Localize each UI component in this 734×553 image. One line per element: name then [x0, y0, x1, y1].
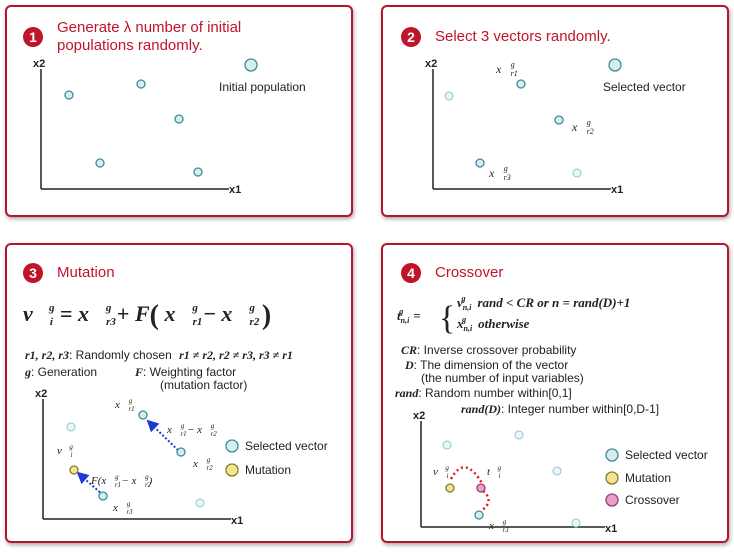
- label-x-r3: x⃗r3g: [488, 518, 509, 534]
- axis-y-label: x2: [35, 388, 47, 400]
- selected-vector-r3: [475, 158, 485, 168]
- axis-x-label: x1: [231, 515, 243, 527]
- population-point: [552, 466, 562, 476]
- legend-mutation: Mutation: [625, 471, 671, 485]
- legend-initial-population-icon: [244, 58, 258, 72]
- panel-3-title: Mutation: [57, 264, 115, 281]
- selected-vector-r2: [176, 447, 186, 457]
- label-x-r1: x⃗r1g: [495, 60, 518, 78]
- population-point: [95, 158, 105, 168]
- axis-y-label: x2: [33, 58, 45, 70]
- step-badge-4: 4: [401, 263, 421, 283]
- legend-selected-vector-icon: [605, 448, 619, 462]
- step-badge-3: 3: [23, 263, 43, 283]
- legend-mutation: Mutation: [245, 463, 291, 477]
- population-point: [195, 498, 205, 508]
- population-point: [136, 79, 146, 89]
- legend-selected-vector: Selected vector: [245, 439, 328, 453]
- mutation-arrow: [76, 471, 104, 496]
- label-v-i: v⃗ig: [57, 443, 73, 459]
- axis-y-label: x2: [425, 58, 437, 70]
- axis-x-label: x1: [611, 184, 623, 196]
- population-point: [444, 91, 454, 101]
- panel-4-content: tn,ig = { vn,ig rand < CR or n = rand(D)+1…: [397, 294, 708, 535]
- legend-selected-vector-icon: [225, 439, 239, 453]
- desc-weighting-factor: F: Weighting factor: [135, 365, 237, 379]
- population-point: [571, 518, 581, 528]
- crossover-arc-lower: [480, 490, 490, 513]
- label-x-r1: x⃗r1g: [114, 397, 135, 413]
- population-point: [66, 422, 76, 432]
- desc-generation: g: Generation: [25, 365, 98, 379]
- legend-selected-vector: Selected vector: [625, 448, 708, 462]
- label-x-r2: x⃗r2g: [571, 118, 594, 136]
- label-x-r3: x⃗r3g: [112, 500, 133, 516]
- label-fdiff: F(x⃗r1g − x⃗r2g): [90, 473, 153, 489]
- label-x-r3: x⃗r3g: [488, 164, 511, 182]
- legend-selected-vector-icon: [608, 58, 622, 72]
- population-point: [514, 430, 524, 440]
- panel-initial-population: 1 Generate λ number of initial populatio…: [5, 5, 353, 217]
- panel-1-plot: x2 x1 Initial population: [33, 58, 306, 196]
- selected-vector-r3: [474, 510, 484, 520]
- panel-4-title: Crossover: [435, 264, 504, 281]
- panel-crossover: 4 Crossover tn,ig = { vn,ig rand < CR or n…: [381, 243, 729, 543]
- desc-d: D: The dimension of the vector: [405, 358, 569, 372]
- axis-y-label: x2: [413, 410, 425, 422]
- label-diff: x⃗r1g − x⃗r2g: [166, 422, 217, 438]
- population-point: [174, 114, 184, 124]
- desc-cr: CR: Inverse crossover probability: [401, 343, 577, 357]
- axis-x-label: x1: [229, 184, 241, 196]
- label-t-i: t⃗ig: [487, 464, 502, 480]
- legend-selected-vector: Selected vector: [603, 80, 686, 94]
- crossover-vector: [476, 483, 486, 493]
- legend-mutation-icon: [225, 463, 239, 477]
- panel-select-vectors: 2 Select 3 vectors randomly. x2 x1 x⃗r1g…: [381, 5, 729, 217]
- crossover-case-1: vn,ig rand < CR or n = rand(D)+1: [457, 294, 630, 312]
- brace: {: [439, 300, 455, 337]
- panel-3-content: v⃗ig = x⃗r3g + F( x⃗r1g − x⃗r2g ) x2 x1 …: [23, 300, 328, 527]
- mutation-vector: [69, 465, 79, 475]
- label-v-i: v⃗ig: [433, 464, 449, 480]
- legend-initial-population: Initial population: [219, 80, 306, 94]
- panel-1-title: Generate λ number of initial populations…: [57, 19, 242, 54]
- population-point: [193, 167, 203, 177]
- crossover-formula-lhs: tn,ig =: [397, 307, 421, 325]
- label-x-r2: x⃗r2g: [192, 456, 213, 472]
- step-badge-2: 2: [401, 27, 421, 47]
- selected-vector-r3: [98, 491, 108, 501]
- selected-vector-r1: [138, 410, 148, 420]
- population-point: [64, 90, 74, 100]
- desc-rand: rand: Random number within[0,1]: [395, 386, 572, 400]
- crossover-case-2: xn,ig otherwise: [456, 315, 530, 333]
- step-badge-1: 1: [23, 27, 43, 47]
- selected-vector-r1: [516, 79, 526, 89]
- population-point: [572, 168, 582, 178]
- crossover-arc: [449, 466, 485, 486]
- mutation-vector: [445, 483, 455, 493]
- panel-2-plot: x2 x1 x⃗r1g x⃗r2g x⃗r3g Selected vector: [425, 58, 686, 196]
- desc-d-detail: (the number of input variables): [421, 371, 584, 385]
- selected-vector-r2: [554, 115, 564, 125]
- population-point: [442, 440, 452, 450]
- legend-crossover-icon: [605, 493, 619, 507]
- panel-mutation: 3 Mutation v⃗ig = x⃗r3g + F( x⃗r1g − x⃗r…: [5, 243, 353, 543]
- mutation-formula: v⃗ig = x⃗r3g + F( x⃗r1g − x⃗r2g ): [23, 300, 271, 331]
- axis-x-label: x1: [605, 523, 617, 535]
- desc-mutation-factor: (mutation factor): [160, 378, 248, 392]
- desc-randomly-chosen: r1, r2, r3: Randomly chosen r1 ≠ r2, r2 …: [25, 348, 293, 362]
- legend-crossover: Crossover: [625, 493, 680, 507]
- legend-mutation-icon: [605, 471, 619, 485]
- panel-2-title: Select 3 vectors randomly.: [435, 28, 611, 45]
- desc-rand-d: rand(D): Integer number within[0,D-1]: [461, 402, 660, 416]
